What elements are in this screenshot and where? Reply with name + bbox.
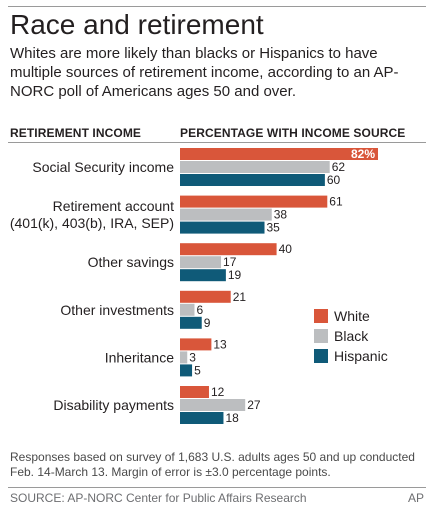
bar-other-investments-black (180, 303, 195, 316)
bottom-rule (8, 487, 426, 488)
source-line: SOURCE: AP-NORC Center for Public Affair… (10, 491, 307, 505)
value-label-inheritance-black: 3 (189, 350, 196, 364)
legend: White Black Hispanic (314, 306, 388, 366)
value-label-disability-payments-white: 12 (211, 385, 225, 399)
bar-retirement-account-black (180, 208, 272, 221)
category-label-inheritance: Inheritance (105, 349, 174, 365)
bar-social-security-income-white (180, 148, 378, 160)
legend-swatch-hispanic (314, 349, 328, 363)
value-label-retirement-account-hispanic: 35 (267, 221, 281, 235)
bar-disability-payments-white (180, 386, 209, 398)
bar-social-security-income-black (180, 161, 330, 173)
value-label-other-savings-white: 40 (279, 242, 293, 256)
bar-other-savings-hispanic (180, 269, 226, 282)
legend-label-hispanic: Hispanic (334, 348, 388, 364)
left-column-header: RETIREMENT INCOME (10, 126, 142, 140)
legend-label-white: White (334, 308, 370, 324)
value-label-other-investments-black: 6 (196, 303, 203, 317)
bar-other-investments-hispanic (180, 316, 202, 329)
credit-line: AP (407, 491, 424, 505)
legend-swatch-black (314, 329, 328, 343)
value-label-disability-payments-black: 27 (247, 398, 261, 412)
legend-item-white: White (314, 306, 388, 326)
value-label-retirement-account-black: 38 (274, 208, 288, 222)
bar-disability-payments-black (180, 399, 246, 411)
value-label-social-security-income-white: 82% (351, 147, 375, 161)
value-label-other-investments-white: 21 (233, 290, 247, 304)
category-label-other-investments: Other investments (60, 302, 174, 318)
value-label-inheritance-hispanic: 5 (194, 363, 201, 377)
right-column-header: PERCENTAGE WITH INCOME SOURCE (180, 126, 406, 140)
legend-item-hispanic: Hispanic (314, 346, 388, 366)
value-label-retirement-account-white: 61 (329, 195, 343, 209)
bar-other-investments-white (180, 290, 231, 303)
value-label-other-investments-hispanic: 9 (204, 316, 211, 330)
chart-subtitle: Whites are more likely than blacks or Hi… (10, 45, 399, 100)
legend-item-black: Black (314, 326, 388, 346)
top-rule (8, 6, 426, 7)
bar-retirement-account-white (180, 195, 328, 208)
legend-label-black: Black (334, 328, 369, 344)
value-label-inheritance-white: 13 (213, 337, 227, 351)
chart-title: Race and retirement (10, 9, 264, 40)
value-label-disability-payments-hispanic: 18 (225, 411, 239, 425)
bar-inheritance-black (180, 351, 188, 364)
value-label-social-security-income-black: 62 (332, 160, 346, 174)
bar-inheritance-white (180, 338, 212, 351)
bar-inheritance-hispanic (180, 364, 193, 377)
category-label-retirement-account: Retirement account (401(k), 403(b), IRA, … (10, 198, 174, 231)
category-label-disability-payments: Disability payments (53, 397, 174, 413)
header-rule (8, 142, 426, 143)
legend-swatch-white (314, 309, 328, 323)
value-label-other-savings-black: 17 (223, 255, 237, 269)
bar-other-savings-black (180, 256, 222, 269)
category-label-other-savings: Other savings (88, 254, 174, 270)
bar-other-savings-white (180, 243, 277, 256)
category-label-social-security-income: Social Security income (32, 159, 174, 175)
value-label-social-security-income-hispanic: 60 (327, 173, 341, 187)
footnote: Responses based on survey of 1,683 U.S. … (10, 450, 415, 479)
bar-social-security-income-hispanic (180, 174, 325, 186)
bar-retirement-account-hispanic (180, 221, 265, 234)
value-label-other-savings-hispanic: 19 (228, 268, 242, 282)
bar-disability-payments-hispanic (180, 412, 224, 424)
